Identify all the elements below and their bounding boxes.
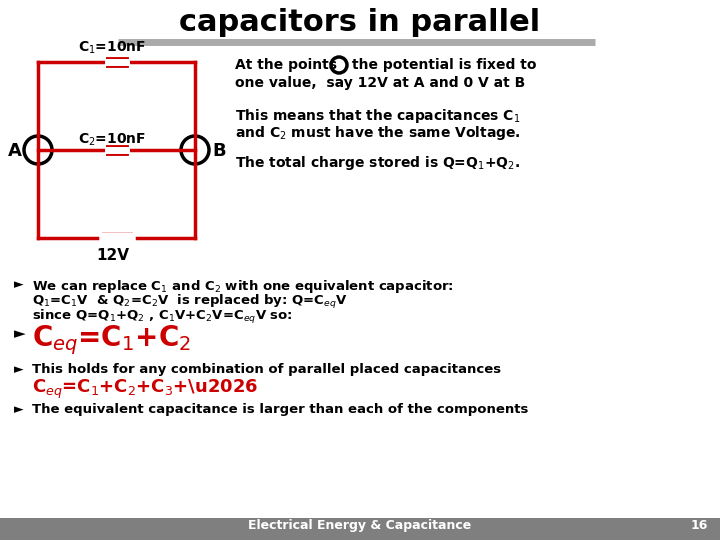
Text: since Q=Q$_1$+Q$_2$ , C$_1$V+C$_2$V=C$_{eq}$V so:: since Q=Q$_1$+Q$_2$ , C$_1$V+C$_2$V=C$_{… (32, 308, 293, 326)
Text: This means that the capacitances C$_1$: This means that the capacitances C$_1$ (235, 107, 521, 125)
Text: C$_{eq}$=C$_1$+C$_2$+C$_3$+\u2026: C$_{eq}$=C$_1$+C$_2$+C$_3$+\u2026 (32, 378, 258, 401)
Text: C$_1$=10nF: C$_1$=10nF (78, 40, 147, 56)
Text: the potential is fixed to: the potential is fixed to (352, 58, 536, 72)
Text: 12V: 12V (96, 248, 130, 263)
Text: one value,  say 12V at A and 0 V at B: one value, say 12V at A and 0 V at B (235, 76, 526, 90)
Text: 16: 16 (690, 519, 708, 532)
Bar (0, 518, 720, 540)
Text: We can replace C$_1$ and C$_2$ with one equivalent capacitor:: We can replace C$_1$ and C$_2$ with one … (32, 278, 454, 295)
Text: Q$_1$=C$_1$V  & Q$_2$=C$_2$V  is replaced by: Q=C$_{eq}$V: Q$_1$=C$_1$V & Q$_2$=C$_2$V is replaced … (32, 293, 348, 311)
Text: A: A (8, 142, 22, 160)
Text: At the points: At the points (235, 58, 337, 72)
Text: ►: ► (14, 278, 24, 291)
Text: C$_2$=10nF: C$_2$=10nF (78, 132, 147, 148)
Text: C$_{eq}$=C$_1$+C$_2$: C$_{eq}$=C$_1$+C$_2$ (32, 323, 191, 356)
Text: B: B (212, 142, 225, 160)
Text: Electrical Energy & Capacitance: Electrical Energy & Capacitance (248, 519, 472, 532)
Text: capacitors in parallel: capacitors in parallel (179, 8, 541, 37)
Text: This holds for any combination of parallel placed capacitances: This holds for any combination of parall… (32, 363, 501, 376)
Text: ►: ► (14, 326, 26, 341)
Text: and C$_2$ must have the same Voltage.: and C$_2$ must have the same Voltage. (235, 124, 521, 142)
Text: ►: ► (14, 363, 24, 376)
Text: ►: ► (14, 403, 24, 416)
Text: The equivalent capacitance is larger than each of the components: The equivalent capacitance is larger tha… (32, 403, 528, 416)
Text: The total charge stored is Q=Q$_1$+Q$_2$.: The total charge stored is Q=Q$_1$+Q$_2$… (235, 154, 520, 172)
